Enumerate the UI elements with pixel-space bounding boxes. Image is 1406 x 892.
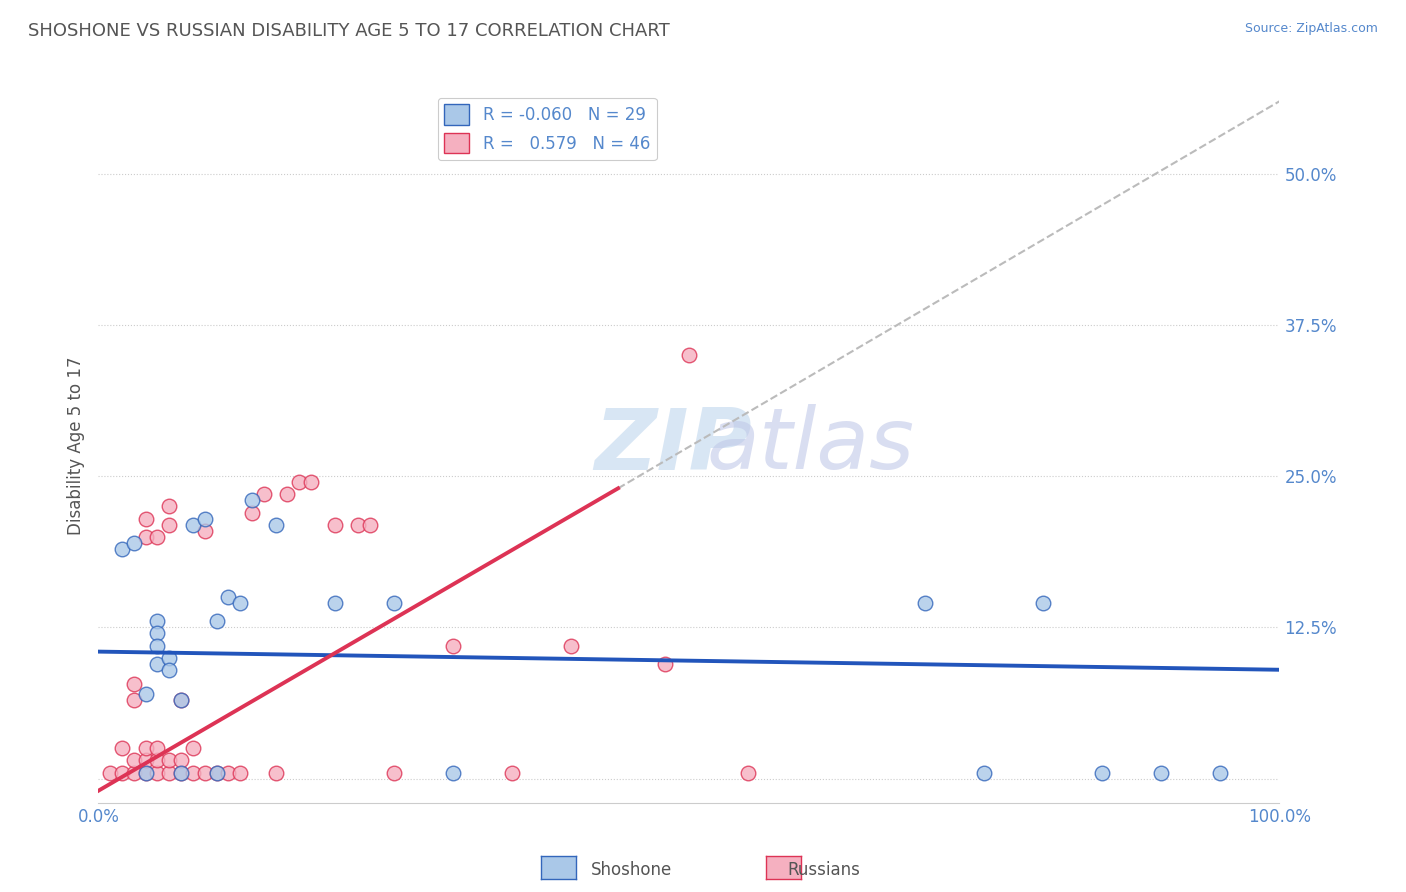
Point: [135, 687, 157, 701]
Point: [441, 765, 464, 780]
Point: [181, 765, 204, 780]
Point: [253, 487, 276, 501]
Point: [146, 639, 169, 653]
Point: [146, 765, 169, 780]
Point: [170, 693, 193, 707]
Point: [359, 517, 381, 532]
Point: [323, 517, 346, 532]
Point: [170, 754, 193, 768]
Point: [157, 765, 180, 780]
Point: [170, 765, 193, 780]
Text: Source: ZipAtlas.com: Source: ZipAtlas.com: [1244, 22, 1378, 36]
Text: SHOSHONE VS RUSSIAN DISABILITY AGE 5 TO 17 CORRELATION CHART: SHOSHONE VS RUSSIAN DISABILITY AGE 5 TO …: [28, 22, 669, 40]
Point: [135, 530, 157, 544]
Point: [205, 765, 228, 780]
Point: [157, 663, 180, 677]
Point: [194, 765, 217, 780]
Point: [240, 506, 263, 520]
Point: [914, 596, 936, 610]
Point: [737, 765, 759, 780]
Point: [146, 626, 169, 640]
Point: [347, 517, 370, 532]
Text: Shoshone: Shoshone: [591, 861, 672, 879]
Point: [382, 596, 405, 610]
Point: [205, 765, 228, 780]
Point: [146, 615, 169, 629]
Point: [122, 535, 145, 549]
Point: [205, 615, 228, 629]
Point: [146, 741, 169, 756]
Point: [135, 511, 157, 525]
Point: [288, 475, 311, 490]
Point: [1091, 765, 1114, 780]
Point: [98, 765, 121, 780]
Point: [240, 493, 263, 508]
Point: [122, 677, 145, 691]
Point: [135, 765, 157, 780]
Point: [122, 765, 145, 780]
Point: [135, 754, 157, 768]
Point: [157, 500, 180, 514]
Point: [181, 517, 204, 532]
Point: [229, 765, 252, 780]
Point: [217, 590, 239, 604]
Point: [1150, 765, 1173, 780]
Point: [146, 754, 169, 768]
Point: [264, 765, 287, 780]
Point: [299, 475, 322, 490]
Point: [276, 487, 298, 501]
Point: [135, 741, 157, 756]
Point: [181, 741, 204, 756]
Point: [111, 541, 134, 556]
Point: [194, 511, 217, 525]
Point: [146, 530, 169, 544]
Point: [654, 657, 676, 671]
Legend: R = -0.060   N = 29, R =   0.579   N = 46: R = -0.060 N = 29, R = 0.579 N = 46: [437, 97, 657, 160]
Point: [122, 693, 145, 707]
Text: Russians: Russians: [787, 861, 860, 879]
Point: [157, 517, 180, 532]
Point: [146, 657, 169, 671]
Point: [170, 693, 193, 707]
Text: ZIP: ZIP: [595, 404, 752, 488]
Point: [560, 639, 582, 653]
Point: [122, 754, 145, 768]
Point: [157, 650, 180, 665]
Point: [501, 765, 523, 780]
Point: [229, 596, 252, 610]
Point: [1032, 596, 1054, 610]
Point: [157, 754, 180, 768]
Point: [217, 765, 239, 780]
Point: [135, 765, 157, 780]
Point: [441, 639, 464, 653]
Point: [323, 596, 346, 610]
Point: [264, 517, 287, 532]
Point: [194, 524, 217, 538]
Point: [678, 348, 700, 362]
Point: [382, 765, 405, 780]
Point: [1209, 765, 1232, 780]
Point: [973, 765, 995, 780]
Point: [170, 765, 193, 780]
Text: atlas: atlas: [707, 404, 915, 488]
Point: [111, 765, 134, 780]
Point: [111, 741, 134, 756]
Y-axis label: Disability Age 5 to 17: Disability Age 5 to 17: [66, 357, 84, 535]
